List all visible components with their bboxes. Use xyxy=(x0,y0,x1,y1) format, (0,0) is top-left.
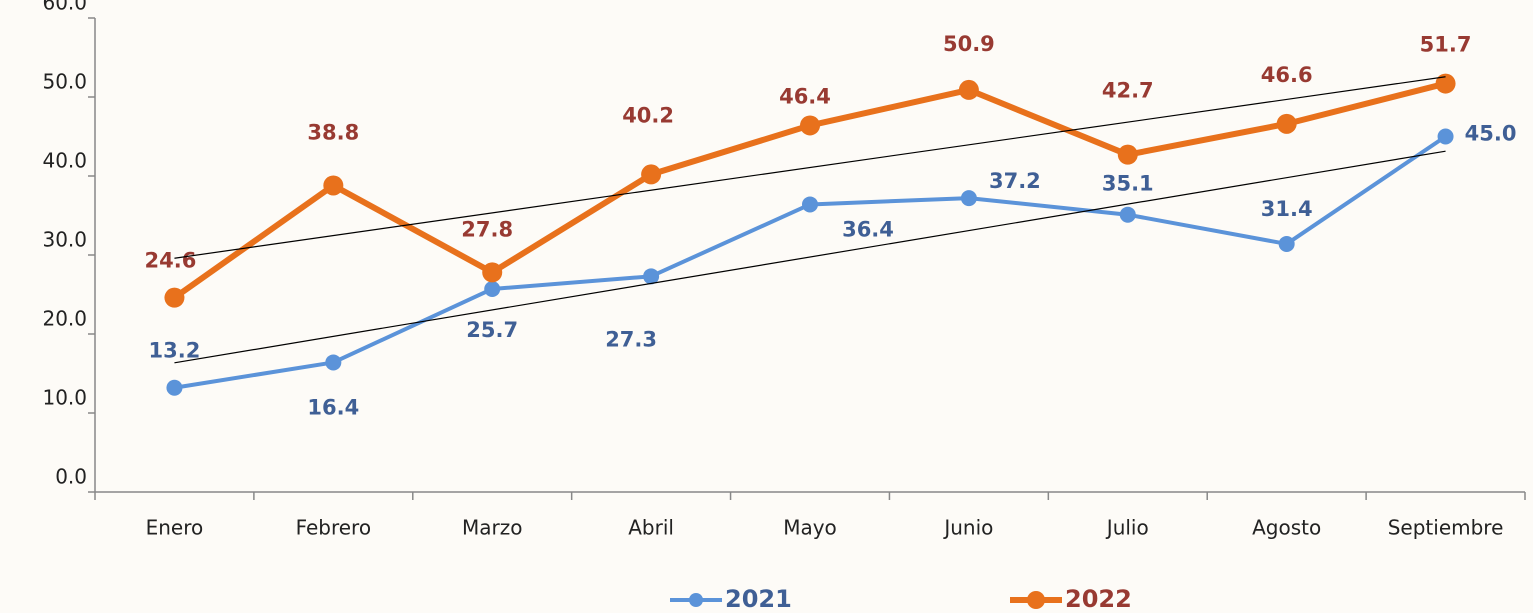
value-label: 13.2 xyxy=(149,339,201,363)
point xyxy=(1436,74,1456,94)
x-tick-label: Enero xyxy=(146,516,204,540)
point xyxy=(802,196,818,212)
y-tick-label: 20.0 xyxy=(42,307,87,331)
legend-label: 2021 xyxy=(725,585,792,613)
point xyxy=(643,268,659,284)
y-tick-label: 60.0 xyxy=(42,0,87,15)
x-tick-label: Marzo xyxy=(462,516,522,540)
value-label: 16.4 xyxy=(307,395,359,419)
y-tick-label: 50.0 xyxy=(42,70,87,94)
legend-marker xyxy=(1027,591,1045,609)
point xyxy=(1118,145,1138,165)
y-tick-label: 40.0 xyxy=(42,149,87,173)
value-label: 35.1 xyxy=(1102,172,1154,196)
value-label: 38.8 xyxy=(307,120,359,144)
x-tick-label: Abril xyxy=(628,516,674,540)
value-label: 24.6 xyxy=(145,249,197,273)
y-tick-label: 0.0 xyxy=(55,465,87,489)
value-label: 25.7 xyxy=(466,318,518,342)
x-tick-label: Julio xyxy=(1105,516,1149,540)
value-label: 27.3 xyxy=(605,327,657,351)
value-label: 46.4 xyxy=(779,84,831,108)
value-label: 36.4 xyxy=(842,217,894,241)
value-label: 46.6 xyxy=(1261,63,1313,87)
x-tick-label: Junio xyxy=(942,516,993,540)
point xyxy=(482,262,502,282)
point xyxy=(1277,114,1297,134)
value-label: 31.4 xyxy=(1261,197,1313,221)
point xyxy=(1279,236,1295,252)
point xyxy=(961,190,977,206)
point xyxy=(959,80,979,100)
x-tick-label: Febrero xyxy=(296,516,372,540)
point xyxy=(1120,207,1136,223)
legend-label: 2022 xyxy=(1065,585,1132,613)
point xyxy=(641,164,661,184)
chart: 0.0 10.0 20.0 30.0 40.0 50.0 60.0 Enero Febrero M… xyxy=(0,0,1533,613)
point xyxy=(166,380,182,396)
point xyxy=(323,175,343,195)
value-label: 37.2 xyxy=(989,169,1041,193)
value-label: 27.8 xyxy=(461,217,513,241)
point xyxy=(800,115,820,135)
x-tick-label: Agosto xyxy=(1252,516,1321,540)
point xyxy=(1438,129,1454,145)
value-label: 45.0 xyxy=(1465,122,1517,146)
x-tick-label: Mayo xyxy=(783,516,837,540)
point xyxy=(164,288,184,308)
point xyxy=(484,281,500,297)
y-tick-label: 30.0 xyxy=(42,228,87,252)
value-label: 50.9 xyxy=(943,32,995,56)
x-tick-label: Septiembre xyxy=(1388,516,1504,540)
value-label: 51.7 xyxy=(1420,33,1472,57)
value-label: 40.2 xyxy=(622,103,674,127)
y-tick-label: 10.0 xyxy=(42,386,87,410)
point xyxy=(325,354,341,370)
value-label: 42.7 xyxy=(1102,79,1154,103)
legend-marker xyxy=(689,593,703,607)
